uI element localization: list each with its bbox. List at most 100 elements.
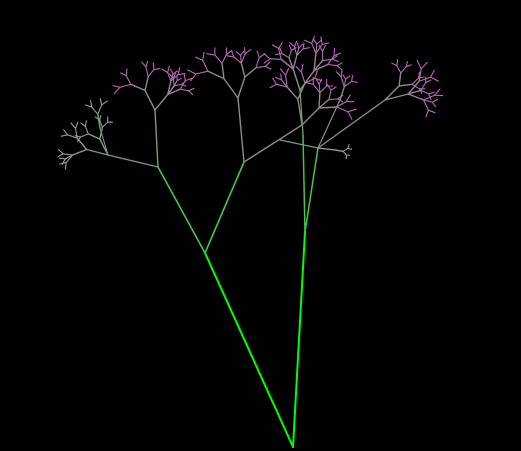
tree-branch bbox=[347, 108, 357, 113]
tree-branch bbox=[112, 85, 121, 88]
tree-branch bbox=[317, 147, 336, 151]
tree-branch bbox=[264, 65, 272, 70]
tree-branch bbox=[292, 231, 306, 448]
tree-branch bbox=[107, 154, 159, 168]
tree-branch bbox=[204, 161, 245, 254]
tree-branch bbox=[333, 52, 342, 57]
tree-branch bbox=[243, 47, 246, 55]
tree-branch bbox=[331, 58, 339, 62]
tree-branch bbox=[71, 148, 88, 156]
tree-branch bbox=[315, 43, 323, 55]
tree-branch bbox=[320, 36, 323, 46]
tree-branch bbox=[167, 71, 172, 82]
tree-branch bbox=[290, 46, 297, 52]
tree-branch bbox=[313, 52, 317, 72]
tree-branch bbox=[74, 121, 79, 129]
tree-branch bbox=[305, 82, 314, 85]
tree-branch bbox=[90, 99, 93, 108]
tree-branch bbox=[170, 68, 174, 75]
tree-branch bbox=[422, 99, 433, 103]
tree-branch bbox=[420, 89, 430, 95]
tree-branch bbox=[243, 124, 303, 163]
tree-branch bbox=[304, 147, 319, 233]
tree-branch bbox=[312, 83, 321, 94]
tree-branch bbox=[240, 53, 246, 64]
tree-branch bbox=[187, 69, 197, 75]
tree-branch bbox=[179, 88, 190, 92]
tree-branch bbox=[300, 71, 306, 84]
tree-branch bbox=[64, 161, 67, 170]
tree-branch bbox=[321, 42, 330, 46]
tree-branch bbox=[315, 43, 318, 55]
tree-branch bbox=[411, 77, 420, 85]
tree-branch bbox=[63, 129, 69, 136]
tree-branch bbox=[297, 98, 303, 126]
tree-branch bbox=[144, 89, 156, 111]
tree-branch bbox=[183, 73, 186, 82]
tree-branch bbox=[172, 72, 177, 79]
tree-branch bbox=[269, 83, 278, 89]
tree-branch bbox=[177, 67, 181, 76]
tree-branch bbox=[343, 80, 353, 88]
tree-branch bbox=[206, 53, 216, 56]
tree-branch bbox=[326, 83, 332, 91]
tree-branch bbox=[113, 86, 121, 94]
tree-branch bbox=[322, 58, 333, 62]
tree-branch bbox=[154, 93, 169, 111]
tree-branch bbox=[166, 88, 181, 96]
tree-branch bbox=[422, 94, 436, 101]
tree-branch bbox=[281, 52, 290, 59]
tree-branch bbox=[289, 42, 296, 48]
tree-branch bbox=[99, 115, 102, 121]
tree-branch bbox=[427, 109, 436, 114]
tree-branch bbox=[269, 58, 282, 60]
tree-branch bbox=[80, 133, 89, 138]
tree-branch bbox=[318, 91, 321, 109]
tree-branch bbox=[101, 121, 109, 128]
tree-branch bbox=[169, 73, 174, 79]
tree-branch bbox=[177, 73, 186, 76]
tree-branch bbox=[221, 62, 225, 80]
tree-branch bbox=[65, 154, 74, 163]
tree-branch bbox=[331, 55, 338, 60]
tree-branch bbox=[327, 55, 335, 66]
tree-branch bbox=[70, 122, 77, 129]
tree-branch bbox=[233, 56, 242, 64]
tree-branch bbox=[313, 63, 329, 72]
tree-branch bbox=[418, 76, 432, 82]
tree-branch bbox=[99, 98, 103, 106]
tree-branch bbox=[336, 101, 347, 108]
tree-branch bbox=[101, 100, 108, 106]
tree-branch bbox=[296, 42, 300, 49]
tree-branch bbox=[195, 56, 204, 61]
tree-branch bbox=[302, 47, 310, 50]
tree-branch bbox=[299, 89, 304, 136]
tree-branch bbox=[425, 79, 432, 84]
tree-branch bbox=[204, 252, 294, 448]
tree-branch bbox=[64, 154, 74, 160]
tree-branch bbox=[202, 59, 209, 72]
tree-branch bbox=[347, 111, 353, 120]
tree-branch bbox=[328, 89, 332, 100]
tree-branch bbox=[172, 77, 175, 87]
tree-branch bbox=[166, 84, 176, 96]
tree-branch bbox=[342, 74, 347, 80]
tree-branch bbox=[223, 77, 239, 99]
tree-branch bbox=[398, 83, 413, 87]
tree-branch bbox=[300, 63, 304, 73]
tree-branch bbox=[345, 75, 351, 80]
tree-branch bbox=[170, 74, 179, 82]
tree-branch bbox=[74, 135, 82, 138]
tree-branch bbox=[271, 44, 280, 50]
tree-branch bbox=[428, 91, 435, 95]
tree-branch bbox=[288, 49, 292, 59]
tree-branch bbox=[244, 48, 252, 55]
tree-branch bbox=[312, 38, 318, 45]
tree-branch bbox=[167, 65, 170, 74]
tree-branch bbox=[314, 70, 318, 79]
tree-branch bbox=[295, 65, 303, 73]
tree-branch bbox=[292, 54, 298, 70]
tree-branch bbox=[317, 99, 386, 149]
